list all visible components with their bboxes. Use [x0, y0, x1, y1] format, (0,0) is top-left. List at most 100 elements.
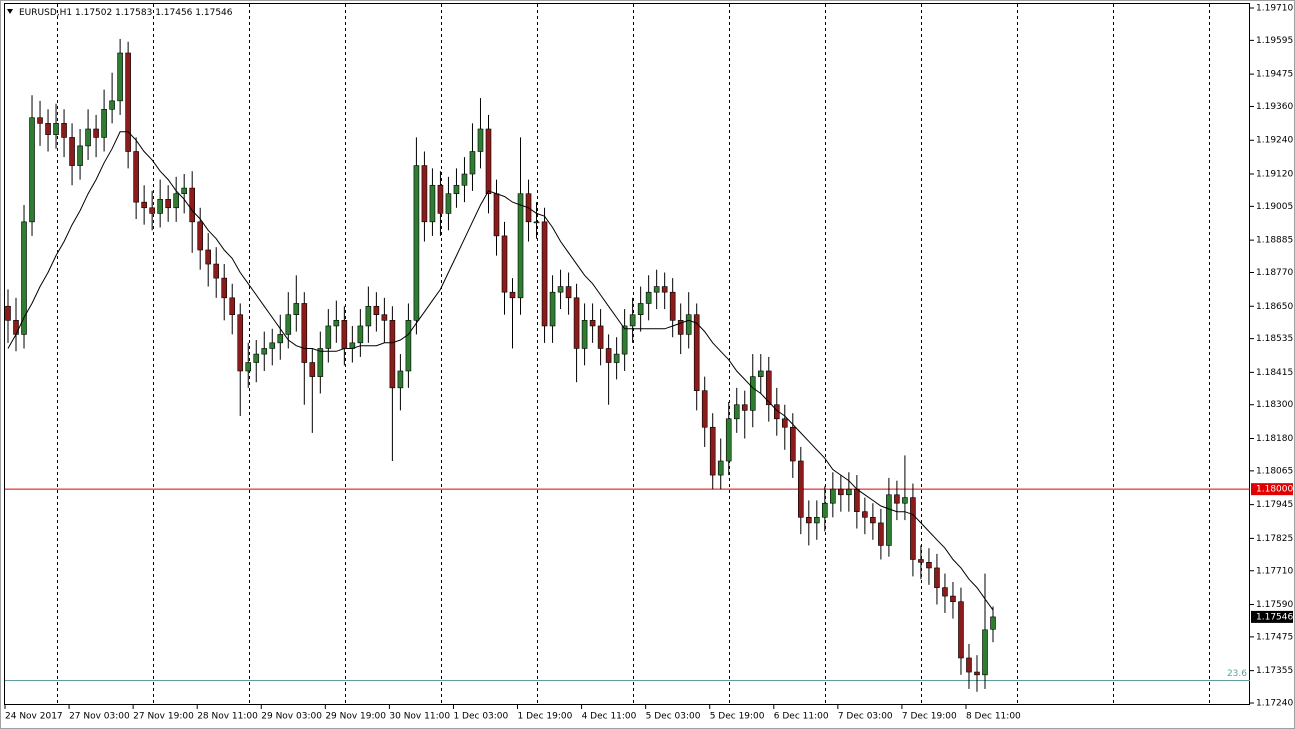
- candle-body: [725, 418, 732, 462]
- candle-body: [685, 314, 692, 335]
- candle-body: [597, 325, 604, 349]
- price-label-box: [1251, 610, 1293, 623]
- candle-body: [669, 291, 676, 321]
- candle-body: [605, 348, 612, 363]
- candle-body: [317, 348, 324, 377]
- candle-body: [5, 305, 11, 321]
- y-tick-label: 1.17240: [1256, 699, 1293, 709]
- candle-body: [870, 516, 876, 524]
- y-tick-label: 1.18535: [1256, 334, 1293, 344]
- candle-body: [29, 117, 35, 223]
- x-tick-label: 4 Dec 11:00: [582, 712, 637, 722]
- candle-body: [653, 286, 660, 293]
- y-tick-label: 1.18300: [1256, 400, 1293, 410]
- y-tick-label: 1.19240: [1256, 136, 1293, 146]
- y-tick-label: 1.18415: [1256, 368, 1293, 378]
- candle-body: [13, 320, 19, 335]
- candle-body: [509, 291, 516, 299]
- candle-body: [613, 353, 620, 363]
- moving-average: [7, 131, 994, 611]
- price-label: 1.17546: [1256, 612, 1293, 622]
- candle-body: [253, 353, 260, 363]
- candle-body: [950, 595, 956, 603]
- header: EURUSD,H1 1.17502 1.17583 1.17456 1.1754…: [19, 8, 233, 18]
- candle-body: [341, 320, 348, 349]
- candle-body: [229, 297, 236, 316]
- candle-body: [93, 128, 99, 138]
- open-price: 1.17502: [75, 8, 112, 18]
- y-tick-label: 1.18650: [1256, 302, 1293, 312]
- candle-body: [421, 165, 428, 223]
- level-label: 1.18000: [1256, 485, 1293, 495]
- close-price: 1.17546: [195, 8, 232, 18]
- candle-body: [862, 511, 868, 518]
- x-tick-label: 8 Dec 11:00: [966, 712, 1021, 722]
- candle-body: [125, 52, 131, 152]
- candle-body: [589, 320, 596, 327]
- candle-body: [781, 418, 788, 428]
- candle-body: [661, 286, 668, 293]
- candle-body: [485, 128, 492, 195]
- candle-body: [333, 320, 340, 327]
- y-tick-label: 1.18770: [1256, 268, 1293, 278]
- candle-body: [429, 184, 436, 223]
- y-tick-label: 1.17475: [1256, 632, 1293, 642]
- x-tick-label: 29 Nov 19:00: [325, 712, 386, 722]
- low-price: 1.17456: [155, 8, 192, 18]
- candle-body: [741, 404, 748, 411]
- menu-triangle: [7, 9, 13, 14]
- candle-body: [221, 277, 228, 299]
- x-tick-label: 7 Dec 03:00: [838, 712, 893, 722]
- y-tick-label: 1.17825: [1256, 534, 1293, 544]
- candle-body: [109, 100, 115, 110]
- candle-body: [854, 488, 860, 512]
- candle-body: [894, 494, 900, 504]
- candle-body: [645, 291, 652, 304]
- x-tick-label: 5 Dec 19:00: [710, 712, 765, 722]
- candle-body: [69, 137, 75, 166]
- x-tick-label: 7 Dec 19:00: [902, 712, 957, 722]
- candle-body: [277, 334, 284, 344]
- candle-body: [846, 488, 852, 496]
- candle-body: [733, 404, 740, 420]
- candle-body: [21, 221, 27, 335]
- candle-body: [445, 193, 452, 214]
- candle-body: [958, 601, 964, 659]
- y-tick-label: 1.19710: [1256, 4, 1293, 14]
- candle-body: [677, 320, 684, 335]
- candle-body: [982, 629, 988, 676]
- candle-body: [549, 291, 556, 327]
- candle-body: [61, 123, 67, 138]
- candle-body: [974, 671, 980, 676]
- candle-body: [902, 497, 908, 504]
- candle-body: [165, 199, 171, 209]
- candle-body: [709, 426, 716, 476]
- candle-body: [133, 151, 139, 203]
- x-tick-label: 27 Nov 19:00: [133, 712, 194, 722]
- candle-body: [878, 522, 884, 546]
- candle-body: [405, 320, 412, 372]
- candle-body: [101, 108, 107, 138]
- candle-body: [309, 362, 316, 377]
- level-label: 23.6: [1227, 669, 1247, 679]
- candle-body: [990, 616, 996, 630]
- candle-body: [573, 297, 580, 349]
- candle-body: [637, 303, 644, 316]
- y-tick-label: 1.18065: [1256, 466, 1293, 476]
- y-tick-label: 1.19005: [1256, 202, 1293, 212]
- candle-body: [181, 187, 187, 195]
- candle-body: [621, 325, 628, 355]
- candle-body: [942, 587, 948, 597]
- candle-body: [934, 567, 940, 588]
- y-tick-label: 1.19475: [1256, 70, 1293, 80]
- candle-body: [565, 286, 572, 299]
- candle-body: [814, 516, 820, 524]
- x-tick-label: 29 Nov 03:00: [261, 712, 322, 722]
- candle-body: [517, 193, 524, 299]
- candle-body: [45, 123, 51, 135]
- candle-body: [541, 221, 548, 327]
- candle-body: [822, 502, 828, 518]
